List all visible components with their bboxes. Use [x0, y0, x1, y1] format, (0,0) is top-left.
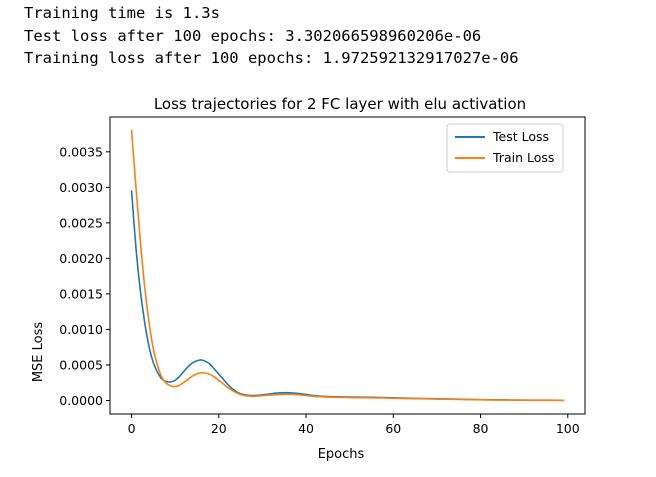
y-tick-label: 0.0020 [59, 251, 103, 266]
training-loss-line: Training loss after 100 epochs: 1.972592… [24, 49, 519, 67]
test-loss-line: Test loss after 100 epochs: 3.3020665989… [24, 26, 482, 45]
y-axis-ticks: 0.0000 0.0005 0.0010 0.0015 0.0020 0.0025 0.00… [59, 144, 110, 408]
x-tick-label: 20 [211, 421, 227, 436]
loss-chart: Loss trajectories for 2 FC layer with el… [31, 95, 586, 462]
legend: Test Loss Train Loss [446, 123, 564, 173]
x-tick-label: 100 [556, 421, 580, 436]
y-tick-label: 0.0005 [59, 357, 103, 372]
legend-train-loss-label: Train Loss [492, 150, 554, 165]
x-axis-ticks: 0 20 40 60 80 100 [128, 414, 580, 436]
legend-test-loss-label: Test Loss [492, 129, 549, 144]
y-tick-label: 0.0010 [59, 322, 103, 337]
plot-frame [109, 116, 586, 415]
y-tick-label: 0.0015 [59, 286, 103, 301]
y-tick-label: 0.0030 [59, 180, 103, 195]
series-line-test-loss [130, 190, 565, 402]
y-tick-label: 0.0025 [59, 215, 103, 230]
y-tick-label: 0.0000 [59, 393, 103, 408]
x-axis-label: Epochs [318, 447, 365, 462]
training-time-line: Training time is 1.3s [24, 4, 220, 22]
x-tick-label: 0 [128, 421, 136, 436]
series-line-train-loss [130, 129, 565, 402]
y-axis-label: MSE Loss [31, 322, 46, 383]
plot-lines [130, 129, 565, 402]
y-tick-label: 0.0035 [59, 144, 103, 159]
chart-title: Loss trajectories for 2 FC layer with el… [154, 95, 526, 113]
output-log: Training time is 1.3s Test loss after 10… [24, 2, 519, 70]
x-tick-label: 60 [385, 421, 401, 436]
x-tick-label: 80 [473, 421, 489, 436]
x-tick-label: 40 [298, 421, 314, 436]
